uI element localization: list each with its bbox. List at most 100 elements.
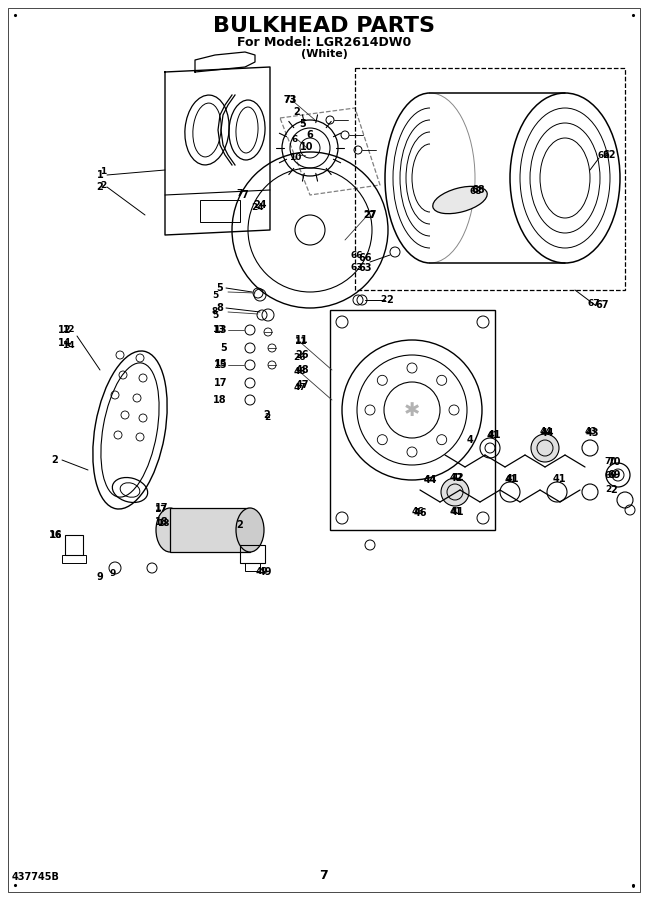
- Text: 18: 18: [213, 395, 227, 405]
- Text: 5: 5: [216, 283, 224, 293]
- Text: 41: 41: [487, 430, 500, 439]
- Text: 2: 2: [97, 182, 104, 192]
- Text: 68: 68: [471, 185, 485, 195]
- Text: 70: 70: [607, 457, 621, 467]
- Ellipse shape: [236, 508, 264, 552]
- Text: 63: 63: [351, 264, 364, 273]
- Text: 62: 62: [597, 150, 610, 159]
- Bar: [65, 535, 83, 555]
- Text: 41: 41: [505, 474, 519, 484]
- Circle shape: [531, 434, 559, 462]
- Text: 5: 5: [212, 291, 218, 300]
- Bar: [62, 555, 86, 563]
- Text: 7: 7: [319, 869, 329, 882]
- Text: 41: 41: [505, 474, 517, 483]
- Text: 8: 8: [212, 308, 218, 317]
- Text: 73: 73: [284, 95, 296, 104]
- Text: 27: 27: [364, 211, 376, 220]
- Text: 2: 2: [52, 455, 58, 465]
- Bar: [330, 310, 495, 530]
- Text: 73: 73: [283, 95, 297, 105]
- Ellipse shape: [433, 186, 487, 213]
- Text: 11: 11: [294, 338, 307, 346]
- Text: 44: 44: [540, 428, 552, 436]
- Text: 44: 44: [540, 428, 554, 438]
- Text: 12: 12: [62, 326, 75, 335]
- Text: 49: 49: [255, 568, 268, 577]
- Text: 2: 2: [387, 295, 393, 305]
- Text: 41: 41: [552, 474, 566, 484]
- Text: 67: 67: [595, 300, 608, 310]
- Text: 41: 41: [450, 508, 462, 517]
- Text: 42: 42: [452, 473, 465, 482]
- Text: 46: 46: [413, 508, 427, 518]
- Text: 5: 5: [299, 119, 307, 129]
- Text: 17: 17: [213, 378, 227, 388]
- Text: 66: 66: [351, 250, 364, 259]
- Bar: [355, 68, 625, 290]
- Text: 48: 48: [295, 365, 309, 375]
- Bar: [245, 563, 260, 571]
- Text: 10: 10: [300, 142, 314, 152]
- Text: 437745B: 437745B: [12, 872, 60, 882]
- Text: 42: 42: [449, 473, 463, 483]
- Text: 6: 6: [292, 136, 298, 145]
- Text: 24: 24: [251, 202, 264, 211]
- Text: 2: 2: [380, 295, 386, 304]
- Text: 18: 18: [157, 519, 169, 528]
- Text: ✱: ✱: [404, 400, 420, 419]
- Text: 16: 16: [49, 532, 62, 541]
- Bar: [240, 545, 265, 563]
- Text: 48: 48: [294, 367, 307, 376]
- Circle shape: [441, 478, 469, 506]
- Text: 41: 41: [487, 430, 501, 440]
- Text: 47: 47: [295, 380, 308, 390]
- Text: 24: 24: [253, 200, 267, 210]
- Text: 10: 10: [289, 152, 301, 161]
- Text: 2: 2: [100, 181, 106, 190]
- Text: 8: 8: [216, 303, 224, 313]
- Text: 26: 26: [294, 353, 307, 362]
- Text: 69: 69: [605, 471, 618, 480]
- Text: 69: 69: [607, 470, 621, 480]
- Text: 11: 11: [295, 335, 308, 345]
- Text: 17: 17: [156, 503, 168, 513]
- Text: 14: 14: [62, 340, 75, 349]
- Text: 2: 2: [237, 520, 244, 530]
- Text: BULKHEAD PARTS: BULKHEAD PARTS: [213, 16, 435, 36]
- Text: 16: 16: [49, 530, 62, 540]
- Text: 13: 13: [212, 326, 224, 335]
- Text: 17: 17: [154, 506, 167, 515]
- Text: 44: 44: [423, 475, 437, 485]
- Text: 12: 12: [58, 325, 72, 335]
- Text: 15: 15: [214, 358, 226, 367]
- Text: 13: 13: [213, 325, 227, 335]
- Text: 9: 9: [110, 569, 116, 578]
- Text: 7: 7: [242, 190, 248, 200]
- Text: 46: 46: [411, 508, 424, 517]
- Text: 49: 49: [259, 567, 272, 577]
- Text: (White): (White): [301, 49, 347, 59]
- Text: 5: 5: [212, 310, 218, 320]
- Text: 14: 14: [58, 338, 72, 348]
- Text: 27: 27: [364, 210, 376, 220]
- Text: 4: 4: [467, 435, 474, 445]
- Text: 1: 1: [97, 170, 104, 180]
- Text: 2: 2: [264, 410, 270, 420]
- Text: 5: 5: [220, 343, 227, 353]
- Text: 6: 6: [307, 130, 314, 140]
- Text: For Model: LGR2614DW0: For Model: LGR2614DW0: [237, 36, 411, 49]
- Ellipse shape: [156, 508, 184, 552]
- Text: 44: 44: [424, 475, 436, 484]
- Text: 41: 41: [450, 507, 464, 517]
- Bar: [170, 508, 250, 552]
- Text: 26: 26: [295, 350, 308, 360]
- Text: 67: 67: [588, 299, 600, 308]
- Text: 2: 2: [294, 107, 301, 117]
- Text: 70: 70: [605, 456, 618, 465]
- Text: 2: 2: [605, 485, 611, 494]
- Text: 15: 15: [213, 360, 227, 370]
- Text: 68: 68: [470, 187, 482, 196]
- Text: 43: 43: [585, 428, 599, 438]
- Text: 2: 2: [610, 485, 618, 495]
